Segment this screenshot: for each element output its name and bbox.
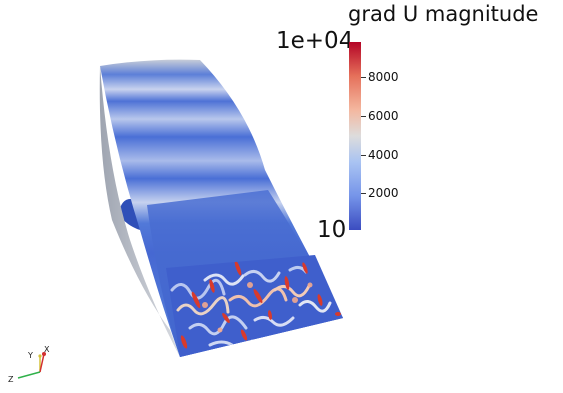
legend-title: grad U magnitude xyxy=(348,2,539,26)
colorbar-tick-label: 6000 xyxy=(368,109,399,123)
axis-y-label: Y xyxy=(27,351,33,360)
colorbar-tick xyxy=(361,116,366,117)
colorbar-tick xyxy=(361,77,366,78)
colorbar xyxy=(349,42,361,230)
colorbar-tick-label: 8000 xyxy=(368,70,399,84)
legend-max-label: 1e+04 xyxy=(276,28,354,54)
orientation-axes-icon: Y X Z xyxy=(8,345,50,384)
colorbar-tick xyxy=(361,155,366,156)
colorbar-tick xyxy=(361,193,366,194)
colorbar-tick-label: 2000 xyxy=(368,186,399,200)
side-wall xyxy=(99,66,180,357)
axis-z-label: Z xyxy=(8,375,14,384)
turbulent-region xyxy=(166,255,343,357)
legend-min-label: 10 xyxy=(317,217,347,243)
axis-x-label: X xyxy=(44,345,50,354)
colorbar-tick-label: 4000 xyxy=(368,148,399,162)
